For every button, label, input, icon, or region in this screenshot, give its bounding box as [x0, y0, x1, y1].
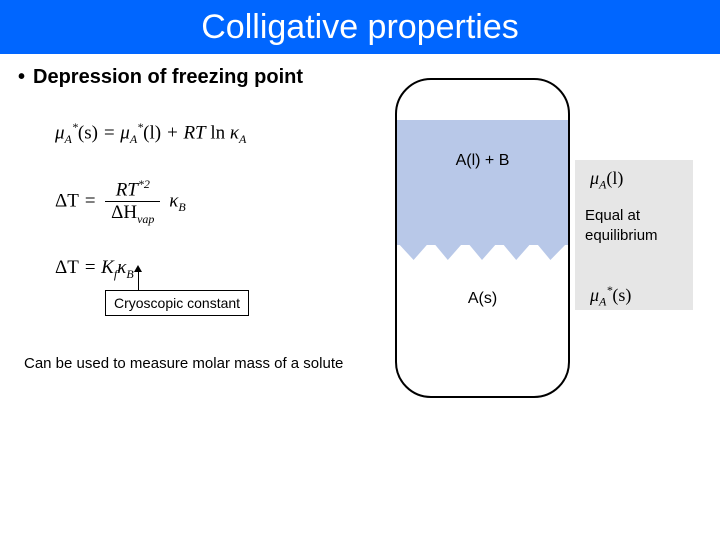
equation-2: ΔT = RT*2 ΔHvap κB: [55, 177, 246, 227]
footnote-text: Can be used to measure molar mass of a s…: [24, 355, 343, 372]
eq3-kappa: κ: [117, 257, 126, 278]
eq1-mu-r: μ: [120, 122, 130, 143]
eq1-equals: =: [98, 122, 120, 143]
equation-3: ΔT = KfκB: [55, 257, 246, 282]
eq3-kappa-sub: B: [126, 267, 133, 281]
cryoscopic-label-box: Cryoscopic constant: [105, 290, 249, 316]
eq1-ln: ln: [206, 122, 230, 143]
eq2-den: ΔHvap: [105, 202, 160, 227]
eq3-dT: ΔT: [55, 257, 79, 278]
eq2-den-dH: ΔH: [111, 202, 137, 223]
bullet-text: Depression of freezing point: [33, 66, 303, 88]
eq2-kappa: κ: [169, 191, 178, 212]
mu-s-arg: (s): [612, 285, 631, 305]
eq2-fraction: RT*2 ΔHvap: [105, 177, 160, 227]
phase-diagram: A(l) + B A(s) μA(l) Equal at equilibrium…: [395, 78, 695, 428]
eq2-kappa-sub: B: [178, 200, 185, 214]
eq1-kappa-sub: A: [239, 132, 246, 146]
eq1-sub-l: A: [65, 132, 72, 146]
mu-solid-label: μA*(s): [590, 283, 631, 310]
eq3-K: K: [101, 257, 114, 278]
equations-block: μA*(s) = μA*(l) + RT ln κA ΔT = RT*2 ΔHv…: [55, 120, 246, 312]
page-title: Colligative properties: [201, 8, 519, 47]
liquid-label: A(l) + B: [397, 152, 568, 170]
eq1-kappa: κ: [230, 122, 239, 143]
liquid-region: [397, 120, 568, 245]
eq1-arg-l: (s): [78, 122, 98, 143]
mu-l-arg: (l): [606, 168, 623, 188]
mu-s-sym: μ: [590, 285, 599, 305]
arrow-line: [138, 270, 139, 292]
eq2-num-sup: *2: [138, 177, 150, 191]
vessel-outline: A(l) + B A(s): [395, 78, 570, 398]
mu-l-sym: μ: [590, 168, 599, 188]
eq1-sub-r: A: [130, 132, 137, 146]
interface-zigzag-icon: [397, 230, 568, 260]
eq1-plus: +: [161, 122, 183, 143]
title-bar: Colligative properties: [0, 0, 720, 54]
eq1-arg-r: (l): [143, 122, 161, 143]
mu-liquid-label: μA(l): [590, 168, 623, 193]
eq2-num-RT: RT: [116, 179, 138, 200]
eq1-RT: RT: [183, 122, 205, 143]
solid-label: A(s): [397, 290, 568, 308]
eq1-mu-l: μ: [55, 122, 65, 143]
eq2-dT: ΔT: [55, 191, 79, 212]
eq2-den-sub: vap: [137, 212, 154, 226]
eq2-num: RT*2: [105, 177, 160, 202]
equation-1: μA*(s) = μA*(l) + RT ln κA: [55, 120, 246, 147]
equal-at-equilibrium: Equal at equilibrium: [585, 206, 685, 245]
eq2-equals: =: [79, 191, 101, 212]
bullet-marker: •: [18, 66, 25, 88]
eq3-equals: =: [79, 257, 101, 278]
